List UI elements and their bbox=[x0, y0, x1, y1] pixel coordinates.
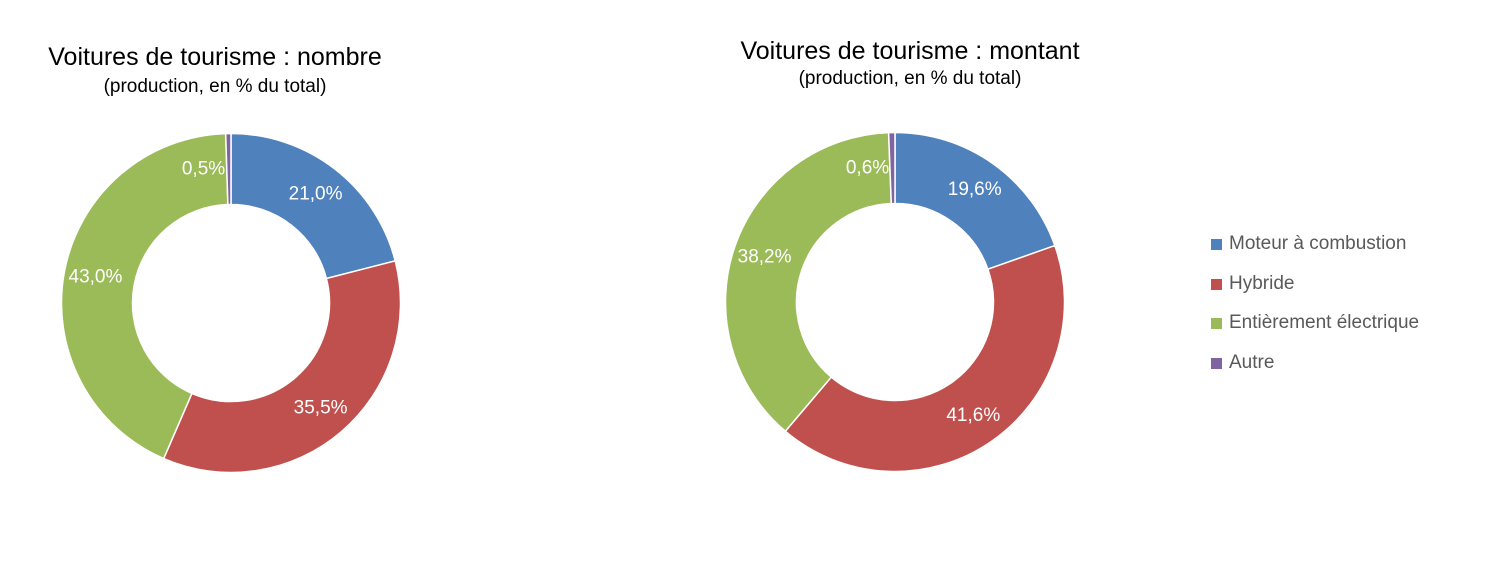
donut-chart-nombre: 21,0% 35,5% 43,0% 0,5% bbox=[60, 132, 402, 474]
legend-swatch-electrique bbox=[1211, 318, 1222, 329]
chart-subtitle-montant: (production, en % du total) bbox=[798, 68, 1022, 89]
chart-subtitle-nombre: (production, en % du total) bbox=[103, 76, 327, 97]
slice-montant-autre bbox=[887, 131, 896, 205]
chart-legend: Moteur à combustion Hybride Entièrement … bbox=[1211, 233, 1419, 391]
slice-nombre-hybride bbox=[162, 260, 402, 474]
legend-label-autre: Autre bbox=[1229, 351, 1275, 373]
legend-swatch-combustion bbox=[1211, 239, 1222, 250]
legend-label-electrique: Entièrement électrique bbox=[1229, 312, 1420, 333]
legend-swatch-hybride bbox=[1211, 278, 1222, 290]
slice-nombre-combustion bbox=[230, 132, 396, 280]
data-label-nombre-electrique: 43,0% bbox=[69, 267, 123, 288]
legend-label-hybride: Hybride bbox=[1229, 272, 1295, 294]
slice-montant-combustion bbox=[894, 131, 1056, 270]
data-label-montant-electrique: 38,2% bbox=[738, 246, 792, 267]
slice-nombre-autre bbox=[224, 132, 232, 206]
legend-item-hybride: Hybride bbox=[1211, 273, 1419, 313]
data-label-montant-hybride: 41,6% bbox=[946, 405, 1000, 426]
slice-montant-electrique bbox=[724, 131, 893, 432]
data-label-montant-combustion: 19,6% bbox=[948, 179, 1002, 200]
data-label-nombre-autre: 0,5% bbox=[182, 159, 225, 180]
donut-chart-montant: 19,6% 41,6% 38,2% 0,6% bbox=[724, 131, 1066, 473]
legend-item-autre: Autre bbox=[1211, 352, 1419, 392]
data-label-nombre-hybride: 35,5% bbox=[294, 397, 348, 418]
chart-title-nombre: Voitures de tourisme : nombre bbox=[48, 43, 382, 71]
slice-montant-hybride bbox=[784, 244, 1066, 473]
legend-item-electrique: Entièrement électrique bbox=[1211, 312, 1419, 352]
data-label-nombre-combustion: 21,0% bbox=[289, 183, 343, 204]
data-label-montant-autre: 0,6% bbox=[846, 158, 889, 179]
legend-label-combustion: Moteur à combustion bbox=[1229, 233, 1407, 254]
legend-swatch-autre bbox=[1211, 357, 1222, 369]
chart-title-montant: Voitures de tourisme : montant bbox=[740, 37, 1080, 65]
slice-nombre-electrique bbox=[60, 132, 229, 460]
legend-item-combustion: Moteur à combustion bbox=[1211, 233, 1419, 273]
